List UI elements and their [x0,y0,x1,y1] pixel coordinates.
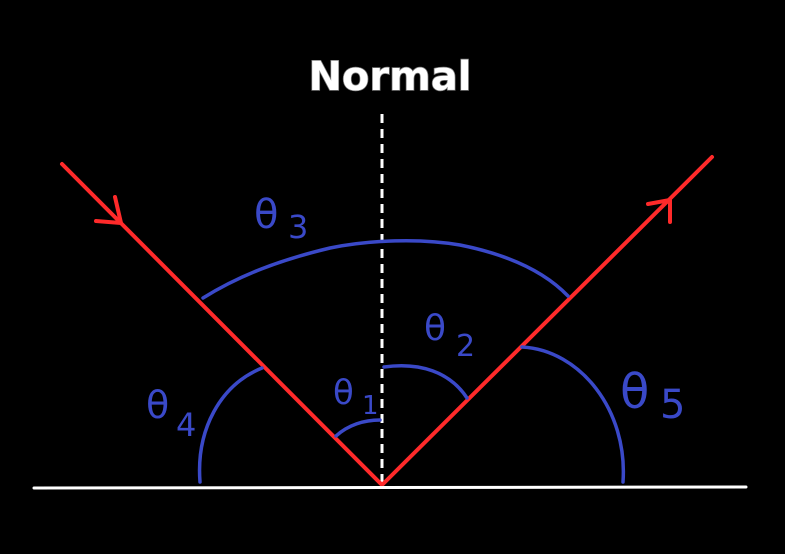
angle-label-theta-4: θ 4 [146,383,196,444]
angle-label-theta-3: θ 3 [254,192,308,246]
angle-label-theta-1: θ 1 [333,373,379,421]
reflected-ray [381,155,714,486]
angle-arc-theta-1 [334,418,382,438]
angle-label-theta-2: θ 2 [424,308,475,364]
angle-arc-theta-2 [382,364,469,400]
angle-label-theta-3-symbol: θ [254,192,278,238]
angle-label-theta-5: θ 5 [620,364,685,428]
reflecting-surface [32,485,748,490]
reflected-ray-arrow [646,198,672,224]
angle-label-theta-5-symbol: θ [620,364,649,420]
angle-label-theta-4-symbol: θ [146,383,169,427]
angle-label-theta-2-symbol: θ [424,308,446,349]
angle-arc-theta-3 [201,238,570,300]
angle-label-theta-5-subscript: 5 [660,382,685,428]
incident-ray-arrow [94,195,123,225]
angle-label-theta-1-symbol: θ [333,373,354,413]
angle-label-theta-2-subscript: 2 [456,329,475,364]
incident-ray [60,162,383,486]
angle-label-theta-4-subscript: 4 [176,406,196,444]
normal-label: Normal [308,54,471,100]
angle-arc-theta-5 [520,345,626,484]
angle-arc-theta-4 [197,366,264,484]
angle-label-theta-1-subscript: 1 [362,391,379,421]
angle-label-theta-3-subscript: 3 [288,208,308,246]
